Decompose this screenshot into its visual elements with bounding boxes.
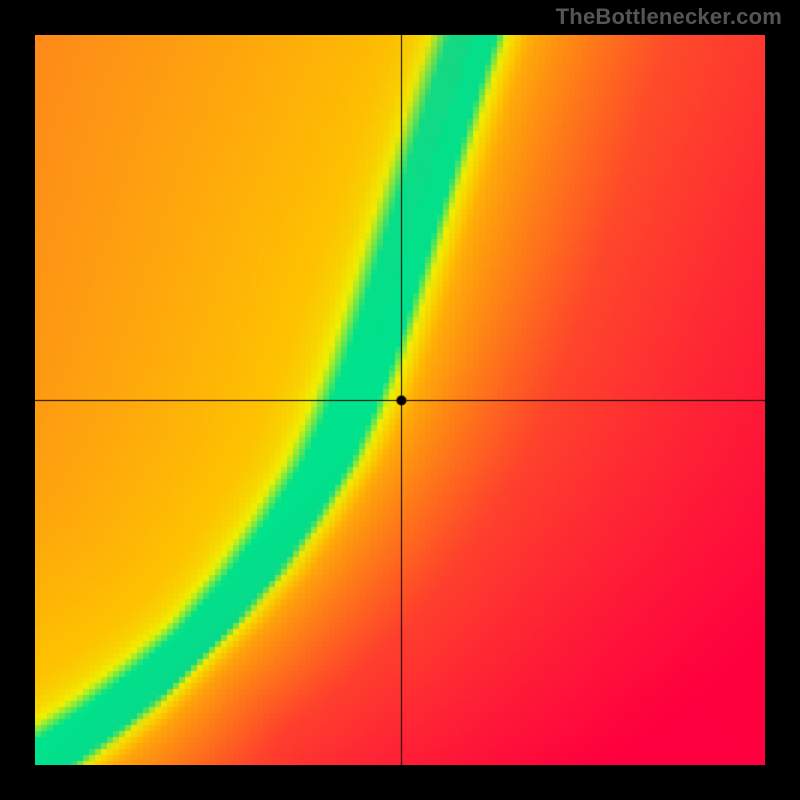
heatmap-canvas — [35, 35, 765, 765]
watermark-text: TheBottlenecker.com — [556, 4, 782, 30]
chart-container: TheBottlenecker.com — [0, 0, 800, 800]
